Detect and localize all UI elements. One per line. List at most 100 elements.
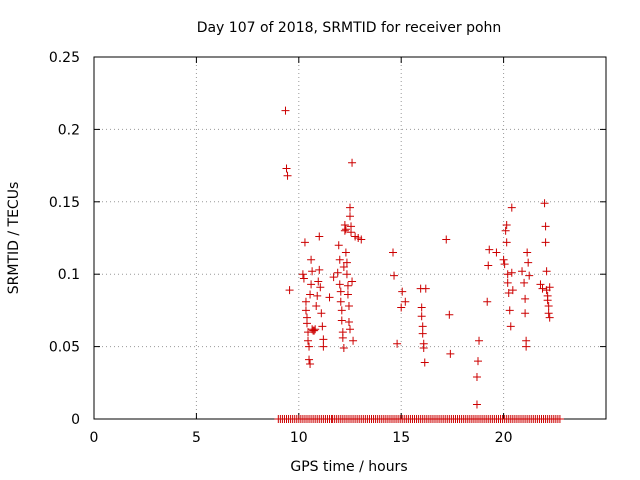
data-point [343,281,352,290]
y-tick-label: 0.1 [58,267,80,283]
data-point [341,225,350,234]
data-point [536,280,545,289]
data-point [502,220,511,229]
data-point [540,199,549,208]
data-point [500,260,509,269]
data-point [339,262,348,271]
data-point [315,232,324,241]
data-point [299,274,308,283]
data-point [300,238,309,247]
data-point [398,287,407,296]
y-tick-label: 0.05 [49,340,80,356]
data-point [318,322,327,331]
data-point [342,270,351,279]
data-point [346,212,354,221]
data-point [329,273,338,282]
data-points [281,106,554,409]
data-point [417,312,426,321]
data-point [346,325,354,334]
data-point [316,283,325,292]
data-point [502,238,511,247]
data-point [341,248,350,257]
data-point [339,344,348,353]
chart-title: Day 107 of 2018, SRMTID for receiver poh… [197,20,502,36]
data-point [521,309,530,318]
data-point [340,220,349,229]
plot-frame [93,56,607,420]
y-tick-label: 0.2 [58,122,80,138]
data-point [306,359,315,368]
data-point [308,267,317,276]
data-point [472,373,481,382]
data-point [282,164,291,173]
data-point [336,297,345,306]
data-point [344,317,353,326]
data-point [521,294,530,303]
data-point [344,302,353,311]
data-point [336,287,345,296]
x-tick-label: 10 [290,430,308,446]
data-point [310,326,319,335]
baseline-point [555,415,564,423]
data-point [334,241,343,250]
data-point [313,291,322,300]
data-point [542,267,551,276]
data-point [335,280,344,289]
data-point [301,297,310,306]
data-point [397,303,406,312]
data-point [492,248,501,257]
data-point [544,302,553,311]
tick-labels: 0 5 10 15 20 0 0.05 0.1 0.15 0.2 0.25 [49,50,513,446]
data-point [285,286,294,295]
data-point [333,268,342,277]
data-point [337,306,346,315]
data-point [503,270,512,279]
data-point [503,278,512,287]
data-point [304,328,313,337]
data-point [283,171,292,180]
data-point [348,277,357,286]
data-point [507,268,516,277]
data-point [315,265,324,274]
y-axis-label: SRMTID / TECUs [6,182,22,295]
data-point [337,316,346,325]
data-point [314,277,323,286]
data-point [281,106,290,115]
y-tick-label: 0.25 [49,50,80,66]
data-point [401,297,410,306]
data-point [525,271,534,280]
data-point [343,290,352,299]
data-point [544,309,553,318]
data-point [472,400,481,409]
data-point [338,333,347,342]
data-point [474,357,482,366]
data-point [545,313,554,322]
data-point [347,228,356,237]
data-point [298,270,307,279]
data-point [483,297,492,306]
data-point [304,336,313,345]
data-point [524,258,533,267]
data-point [319,335,328,344]
baseline-markers [274,415,564,423]
data-point [301,306,310,315]
data-point [419,344,428,353]
data-point [305,342,314,351]
data-point [522,342,531,351]
y-tick-label: 0 [71,412,80,428]
data-point [305,355,314,364]
data-point [508,286,517,295]
x-tick-label: 20 [495,430,513,446]
y-tick-label: 0.15 [49,195,80,211]
data-point [445,310,454,319]
data-point [538,284,547,293]
data-point [390,271,399,280]
data-point [348,158,357,167]
data-point [484,261,493,270]
axis-ticks [93,56,606,420]
data-point [389,248,398,257]
data-point [312,302,321,311]
data-point [518,267,527,276]
data-point [485,245,494,254]
data-point [506,322,515,331]
